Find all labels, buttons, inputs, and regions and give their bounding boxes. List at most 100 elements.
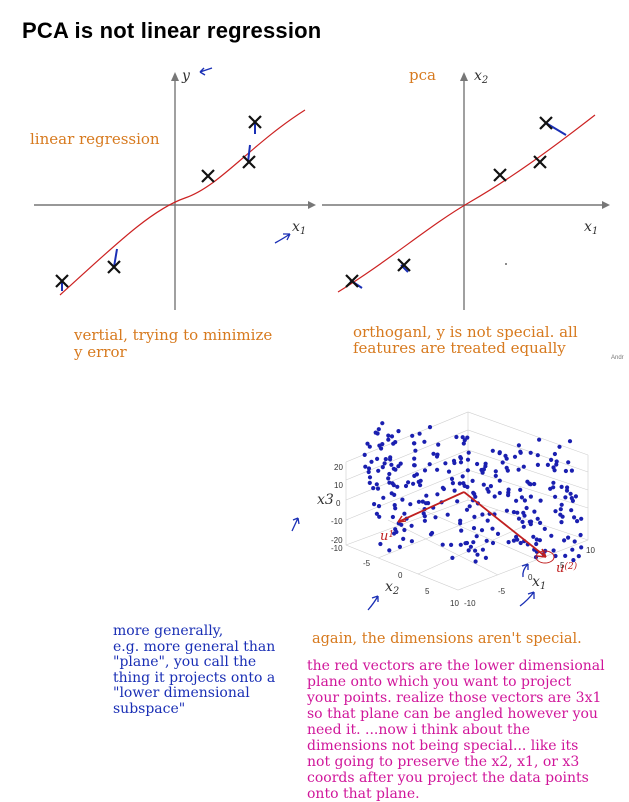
cloud-point (408, 502, 413, 507)
cloud-point (504, 456, 509, 461)
x-tick: -5 (498, 587, 506, 596)
cloud-point (472, 514, 477, 519)
data-point (55, 274, 69, 288)
cloud-point (552, 451, 557, 457)
cloud-point (572, 539, 577, 544)
cloud-point (398, 461, 403, 466)
cloud-point (427, 425, 433, 430)
cloud-point (388, 457, 393, 462)
cloud-point (449, 476, 455, 481)
cloud-point (480, 512, 485, 517)
cloud-point (490, 448, 495, 453)
cloud-point (480, 470, 485, 475)
cloud-point (435, 452, 440, 457)
cloud-point (452, 488, 457, 493)
z-tick: -20 (331, 536, 343, 545)
cloud-point (422, 518, 427, 523)
cloud-point (454, 434, 459, 440)
cloud-point (475, 552, 480, 557)
cloud-point (461, 441, 466, 446)
cloud-point (522, 513, 527, 518)
cloud-point (559, 484, 564, 489)
cloud-point (406, 480, 411, 485)
y-tick: 5 (425, 587, 430, 596)
cloud-point (564, 488, 570, 493)
cloud-point (575, 519, 580, 524)
data-point (345, 274, 359, 288)
cloud-point (473, 559, 478, 564)
cloud-point (521, 464, 526, 469)
cloud-point (386, 437, 391, 442)
z-tick: 10 (334, 481, 343, 490)
data-point (242, 155, 256, 169)
cloud-point (553, 509, 558, 514)
cloud-point (518, 450, 523, 455)
note-line: subspace" (113, 700, 186, 717)
cloud-point (422, 468, 428, 473)
cloud-point (413, 448, 418, 453)
slide-credit: Andr (611, 355, 624, 361)
x-axis-label: x1 (292, 219, 306, 237)
cloud-point (497, 478, 502, 483)
error-segment (247, 144, 251, 163)
cloud-point (473, 494, 478, 499)
cloud-point (535, 453, 540, 458)
cloud-point (553, 494, 558, 499)
u2-label: u(2) (556, 561, 578, 576)
cloud-point (558, 512, 563, 517)
note-line: "lower dimensional (113, 685, 250, 701)
x-tick: 5 (560, 561, 565, 570)
cloud-point (528, 482, 533, 487)
cloud-point (471, 526, 477, 531)
note-line: more generally, (113, 623, 224, 639)
cloud-point (516, 516, 522, 521)
cloud-point (390, 514, 395, 520)
linear-regression-caption-1: vertial, trying to minimize (74, 326, 273, 344)
magenta-note: the red vectors are the lower dimensiona… (307, 658, 605, 802)
cloud-point (409, 539, 414, 544)
cloud-point (377, 443, 382, 448)
cloud-point (416, 479, 421, 484)
regression-line (59, 109, 306, 296)
point-cloud (362, 421, 584, 564)
cloud-point (538, 498, 543, 503)
cloud-point (428, 532, 434, 537)
cloud-point (484, 538, 489, 543)
cloud-point (402, 511, 407, 516)
cloud-point (382, 461, 387, 466)
cloud-point (570, 547, 575, 552)
cloud-point (531, 534, 536, 539)
cloud-point (551, 485, 556, 490)
cloud-point (471, 540, 476, 545)
note-line: onto that plane. (307, 786, 420, 802)
cloud-point (563, 553, 568, 558)
cloud-point (538, 520, 543, 525)
cloud-point (458, 460, 464, 465)
y-tick: 10 (450, 599, 459, 608)
note-line: plane onto which you want to project (307, 674, 572, 690)
cloud-point (460, 474, 465, 479)
note-line: need it. ...now i think about the (307, 722, 530, 738)
cloud-point (567, 439, 573, 444)
y-tick-low: -10 (464, 599, 476, 608)
cloud-point (418, 483, 423, 488)
y-axis-label: x2 (474, 68, 488, 86)
cloud-point (497, 490, 502, 496)
cloud-point (465, 468, 470, 473)
cloud-point (558, 507, 563, 512)
cloud-point (572, 515, 577, 520)
cloud-point (401, 536, 406, 541)
cloud-point (473, 548, 478, 553)
cloud-point (427, 462, 432, 467)
cloud-point (511, 538, 516, 543)
cloud-point (440, 542, 445, 547)
cloud-point (552, 468, 557, 473)
cloud-point (518, 487, 523, 492)
cloud-point (462, 438, 467, 443)
data-point (397, 258, 411, 272)
cloud-point (376, 468, 381, 473)
data-points (55, 115, 262, 288)
cloud-point (367, 444, 372, 449)
pca-caption-1: orthoganl, y is not special. all (353, 323, 578, 341)
vector-u1-head (397, 515, 407, 523)
